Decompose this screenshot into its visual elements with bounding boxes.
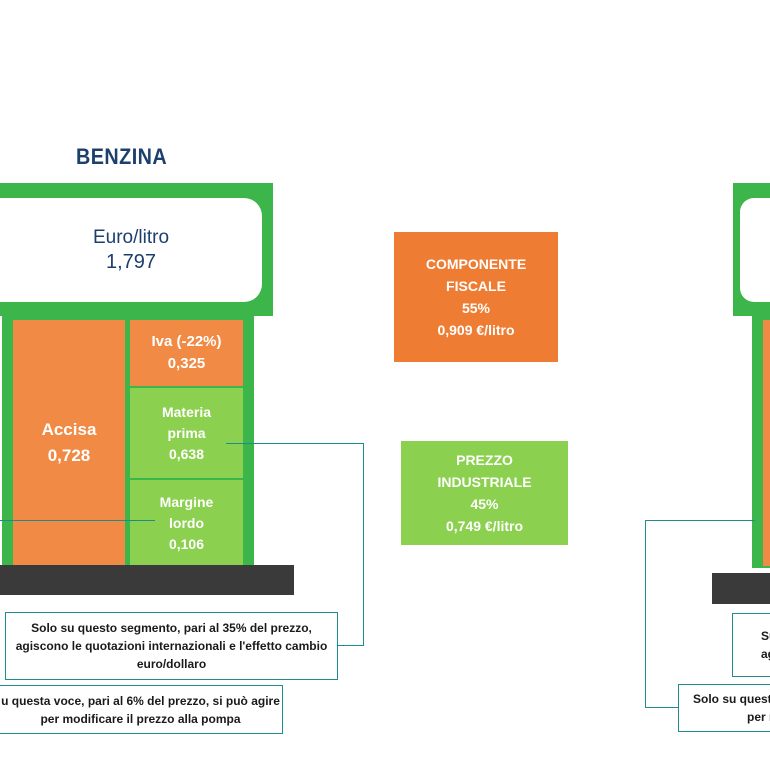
right-note-bottom-line-1: Solo su questa — [693, 692, 770, 706]
right-connector-horizontal-top — [645, 520, 755, 521]
right-note-bottom: Solo su questa per m — [678, 684, 770, 732]
component-fiscale-box: COMPONENTE FISCALE 55% 0,909 €/litro — [394, 232, 558, 362]
segment-iva-label: Iva (-22%) — [151, 333, 222, 350]
component-fiscale-line-1: COMPONENTE — [425, 256, 527, 272]
connector-margine-horizontal — [0, 520, 155, 521]
right-note-bottom-line-2: per m — [747, 710, 770, 724]
segment-materia-label-1: Materia — [161, 403, 212, 420]
note-materia-line-3: euro/dollaro — [136, 657, 207, 671]
segment-accisa-value: 0,728 — [47, 446, 91, 465]
segment-materia-value: 0,638 — [168, 445, 205, 462]
component-industriale-line-1: PREZZO — [456, 452, 513, 468]
right-connector-horizontal-bottom — [645, 707, 679, 708]
note-margine-lordo: u questa voce, pari al 6% del prezzo, si… — [0, 685, 283, 734]
right-pump-screen — [740, 198, 770, 302]
note-margine-line-1: u questa voce, pari al 6% del prezzo, si… — [1, 693, 280, 708]
note-materia-line-2: agiscono le quotazioni internazionali e … — [15, 639, 328, 653]
right-connector-vertical — [645, 520, 646, 708]
component-fiscale-line-2: FISCALE — [446, 278, 506, 294]
connector-materia-horizontal — [226, 443, 364, 444]
right-note-top-line-2: agisc — [761, 647, 770, 661]
segment-accisa-label: Accisa — [41, 420, 97, 439]
right-note-top: Su agisc — [732, 613, 770, 677]
component-industriale-box: PREZZO INDUSTRIALE 45% 0,749 €/litro — [401, 441, 568, 545]
pump-price-display: Euro/litro 1,797 — [0, 198, 262, 302]
note-materia-prima: Solo su questo segmento, pari al 35% del… — [5, 612, 338, 680]
pump-base — [0, 565, 294, 595]
fuel-title: BENZINA — [76, 144, 168, 169]
segment-margine-label-1: Margine — [159, 493, 214, 510]
segment-margine-value: 0,106 — [168, 535, 205, 552]
segment-accisa: Accisa 0,728 — [13, 320, 125, 566]
note-margine-line-2: per modificare il prezzo alla pompa — [40, 711, 241, 726]
price-unit-label: Euro/litro — [92, 227, 170, 248]
right-pump-segment — [763, 320, 770, 566]
component-fiscale-percent: 55% — [461, 300, 491, 316]
right-note-top-line-1: Su — [761, 629, 770, 643]
price-value: 1,797 — [105, 251, 157, 273]
component-fiscale-price: 0,909 €/litro — [437, 322, 515, 338]
segment-margine-label-2: lordo — [169, 514, 204, 531]
segment-materia-label-2: prima — [167, 424, 206, 441]
connector-materia-vertical — [363, 443, 364, 646]
connector-materia-to-note — [336, 645, 364, 646]
segment-margine-lordo: Margine lordo 0,106 — [130, 480, 243, 566]
note-materia-line-1: Solo su questo segmento, pari al 35% del… — [31, 621, 312, 635]
right-pump-base — [712, 573, 770, 604]
component-industriale-percent: 45% — [470, 496, 499, 512]
segment-materia-prima: Materia prima 0,638 — [130, 388, 243, 478]
component-industriale-price: 0,749 €/litro — [445, 518, 524, 534]
segment-iva: Iva (-22%) 0,325 — [130, 320, 243, 386]
segment-iva-value: 0,325 — [167, 355, 206, 372]
component-industriale-line-2: INDUSTRIALE — [437, 474, 532, 490]
